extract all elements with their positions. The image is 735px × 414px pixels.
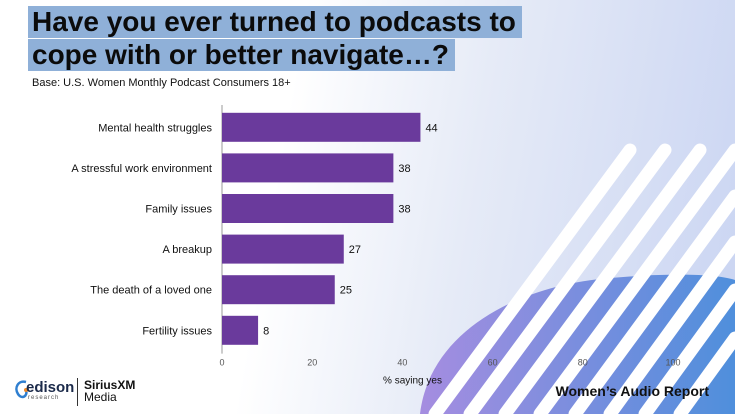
category-label: The death of a loved one (90, 285, 212, 297)
bar (222, 112, 421, 142)
x-tick-label: 40 (397, 358, 407, 368)
logo-divider (77, 378, 78, 406)
decorative-stripes (428, 143, 735, 414)
category-label: A breakup (162, 244, 212, 256)
bar (222, 153, 394, 183)
data-label: 8 (263, 325, 269, 337)
category-label: Mental health struggles (98, 122, 212, 134)
x-tick-label: 20 (307, 358, 317, 368)
category-label: Fertility issues (142, 325, 212, 337)
bar (222, 315, 259, 345)
bar (222, 194, 394, 223)
siriusxm-name: SiriusXM (84, 378, 136, 392)
edison-sub: research (28, 395, 60, 401)
x-tick-label: 0 (219, 358, 224, 368)
category-label: A stressful work environment (71, 163, 212, 175)
bar (222, 275, 335, 305)
title-line-2: cope with or better navigate…? (28, 39, 455, 71)
data-label: 38 (398, 163, 410, 175)
x-axis-title: % saying yes (383, 376, 442, 387)
data-label: 25 (340, 285, 352, 297)
siriusxm-sub: Media (84, 390, 117, 404)
x-tick-label: 80 (578, 358, 588, 368)
data-label: 27 (349, 244, 361, 256)
category-label: Family issues (145, 204, 212, 216)
edison-swirl-icon (15, 380, 28, 399)
page-title: Have you ever turned to podcasts to cope… (28, 6, 522, 72)
x-tick-label: 60 (488, 358, 498, 368)
subtitle: Base: U.S. Women Monthly Podcast Consume… (32, 77, 291, 89)
title-line-1: Have you ever turned to podcasts to (28, 6, 522, 38)
siriusxm-media-logo: SiriusXM Media (84, 379, 135, 403)
bar (222, 234, 344, 264)
data-label: 38 (398, 204, 410, 216)
report-name: Women’s Audio Report (555, 383, 709, 399)
data-label: 44 (425, 122, 437, 134)
x-tick-label: 100 (665, 358, 680, 368)
edison-name: edison (26, 379, 75, 396)
